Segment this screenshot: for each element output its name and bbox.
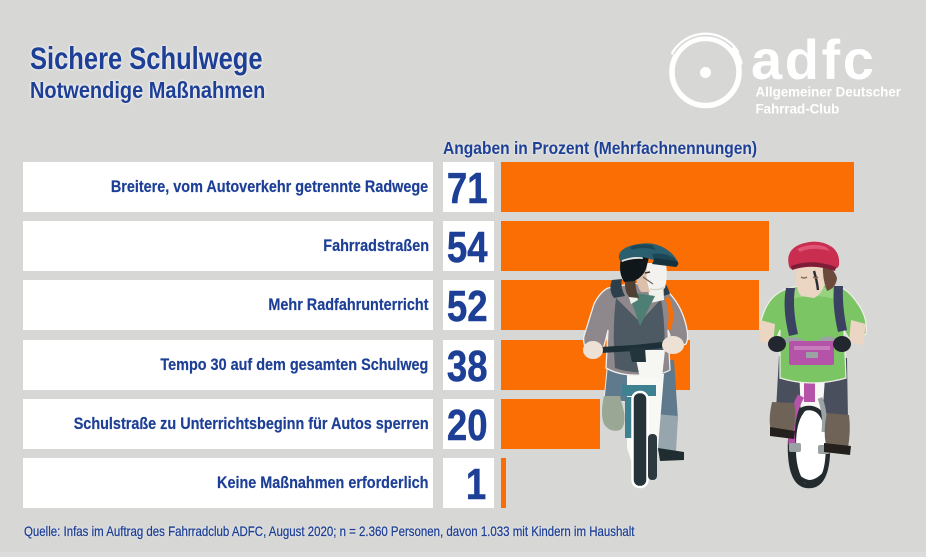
svg-text:Allgemeiner Deutscher: Allgemeiner Deutscher bbox=[756, 84, 902, 99]
svg-text:adfc: adfc bbox=[751, 28, 877, 91]
svg-text:Fahrrad-Club: Fahrrad-Club bbox=[756, 101, 840, 116]
